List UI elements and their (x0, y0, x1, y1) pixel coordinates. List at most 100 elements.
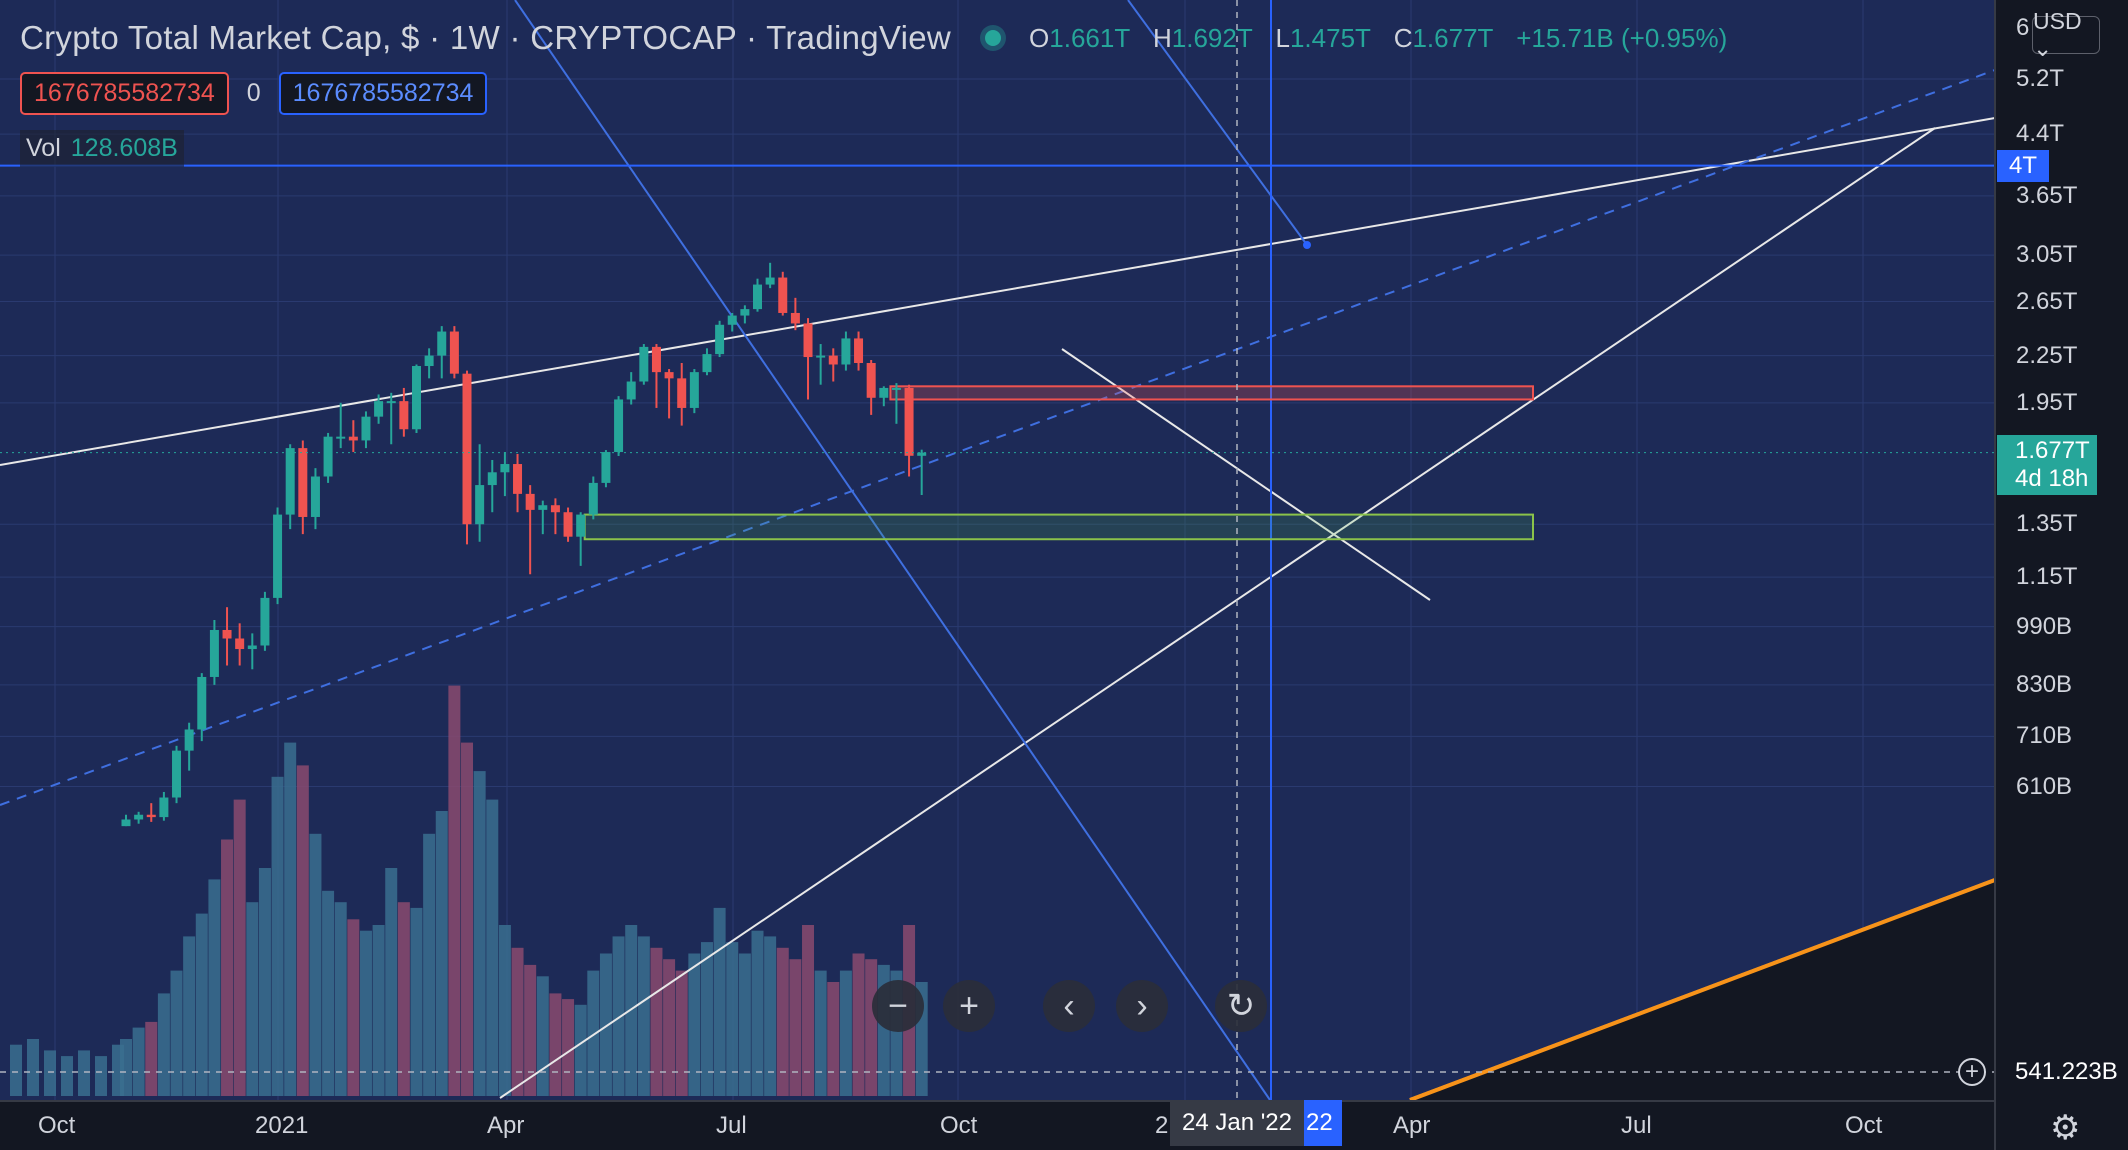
support-zone (583, 513, 1534, 541)
volume-bar (839, 970, 852, 1096)
scroll-right-icon[interactable]: › (1116, 980, 1168, 1032)
candle-body (702, 354, 712, 373)
time-tick: 2021 (255, 1112, 309, 1139)
volume-bar (157, 993, 170, 1096)
volume-bar (814, 970, 827, 1096)
candle-body (399, 401, 409, 430)
trendline-orange-edge (1409, 878, 1996, 1102)
volume-bar (461, 742, 474, 1096)
volume-bar (233, 799, 246, 1096)
price-tick: 610B (2016, 772, 2073, 800)
volume-bar (271, 776, 284, 1096)
volume-bar (195, 913, 208, 1096)
candle-body (462, 373, 472, 525)
candle-body (424, 355, 434, 367)
volume-bar (170, 970, 183, 1096)
volume-bar (726, 942, 739, 1096)
indicator-value-right[interactable]: 1676785582734 (278, 72, 488, 115)
candle-body (513, 464, 523, 494)
candle-body (487, 472, 497, 486)
volume-bar (776, 947, 789, 1096)
volume-bar (61, 1056, 73, 1096)
reset-icon[interactable]: ↻ (1215, 980, 1267, 1032)
candle-body (778, 277, 788, 313)
close-value: 1.677T (1412, 22, 1493, 53)
volume-bar (637, 936, 650, 1096)
volume-bar (347, 919, 360, 1096)
candle-body (336, 436, 346, 439)
candle-body (475, 485, 485, 525)
candle-body (197, 676, 207, 730)
candle-body (740, 309, 750, 316)
candle-body (891, 387, 901, 390)
zoom-in-icon[interactable]: + (943, 980, 995, 1032)
volume-bar (78, 1050, 90, 1096)
volume-bar (44, 1050, 56, 1096)
candle-body (121, 819, 131, 827)
gridlines (0, 0, 1995, 1100)
volume-bar (423, 833, 436, 1096)
price-tick: 4.4T (2016, 120, 2065, 148)
price-tick: 990B (2016, 612, 2073, 640)
candle-body (235, 638, 245, 650)
candle-body (677, 378, 687, 408)
candle-body (184, 729, 194, 751)
indicator-value-middle: 0 (246, 79, 261, 107)
volume-bar (435, 811, 448, 1096)
trendline-resistance (1061, 348, 1431, 601)
candle-body (500, 464, 510, 473)
volume-bar (549, 993, 562, 1096)
candle-body (626, 381, 636, 400)
candle-body (803, 323, 813, 358)
time-tick: Jul (716, 1112, 747, 1139)
volume-bar (397, 902, 410, 1096)
volume-legend[interactable]: Vol 128.608B (20, 130, 184, 167)
candle-body (790, 312, 800, 324)
candle-body (525, 493, 535, 510)
change-value: +15.71B (+0.95%) (1516, 22, 1728, 53)
volume-bar (385, 868, 398, 1096)
volume-bar (27, 1039, 39, 1096)
candle-body (260, 597, 270, 646)
volume-bar (675, 970, 688, 1096)
currency-selector[interactable]: USD ⌄ (2032, 8, 2100, 61)
candle-body (639, 346, 649, 382)
drawing-handle (1303, 241, 1311, 249)
volume-bar (95, 1056, 107, 1096)
current-price-label: 1.677T 4d 18h (1997, 434, 2097, 495)
candle-body (576, 514, 586, 537)
trendline-upper-channel (0, 117, 1996, 466)
price-tick: 830B (2016, 670, 2073, 698)
volume-bar (612, 936, 625, 1096)
price-tick: 710B (2016, 722, 2073, 750)
candle-body (614, 399, 624, 453)
candle-body (222, 629, 232, 639)
indicator-value-left[interactable]: 1676785582734 (20, 72, 229, 115)
price-tick: 3.05T (2016, 241, 2078, 269)
volume-bar (663, 959, 676, 1096)
volume-bar (372, 925, 385, 1096)
price-tick: 1.35T (2016, 510, 2078, 538)
volume-bar (309, 833, 322, 1096)
candle-body (601, 452, 611, 483)
volume-bar (132, 1027, 145, 1096)
candle-body (159, 797, 169, 818)
scroll-left-icon[interactable]: ‹ (1043, 980, 1095, 1032)
candle-body (538, 505, 548, 510)
trendline-blue-diagonal-left (514, 0, 1271, 1101)
volume-bar (650, 947, 663, 1096)
candle-body (411, 366, 421, 430)
price-tick: 5.2T (2016, 65, 2065, 92)
volume-bar (246, 902, 259, 1096)
volume-bar (473, 771, 486, 1096)
zoom-out-icon[interactable]: − (872, 980, 924, 1032)
add-alert-icon[interactable]: + (1958, 1058, 1986, 1086)
crosshair-date-label: 24 Jan '22 (1170, 1100, 1304, 1146)
candle-body (310, 476, 320, 517)
volume-bar (587, 970, 600, 1096)
volume-bar (448, 685, 461, 1096)
settings-gear-icon[interactable]: ⚙ (2050, 1109, 2081, 1147)
close-label: C (1393, 22, 1413, 53)
candle-body (298, 448, 308, 517)
